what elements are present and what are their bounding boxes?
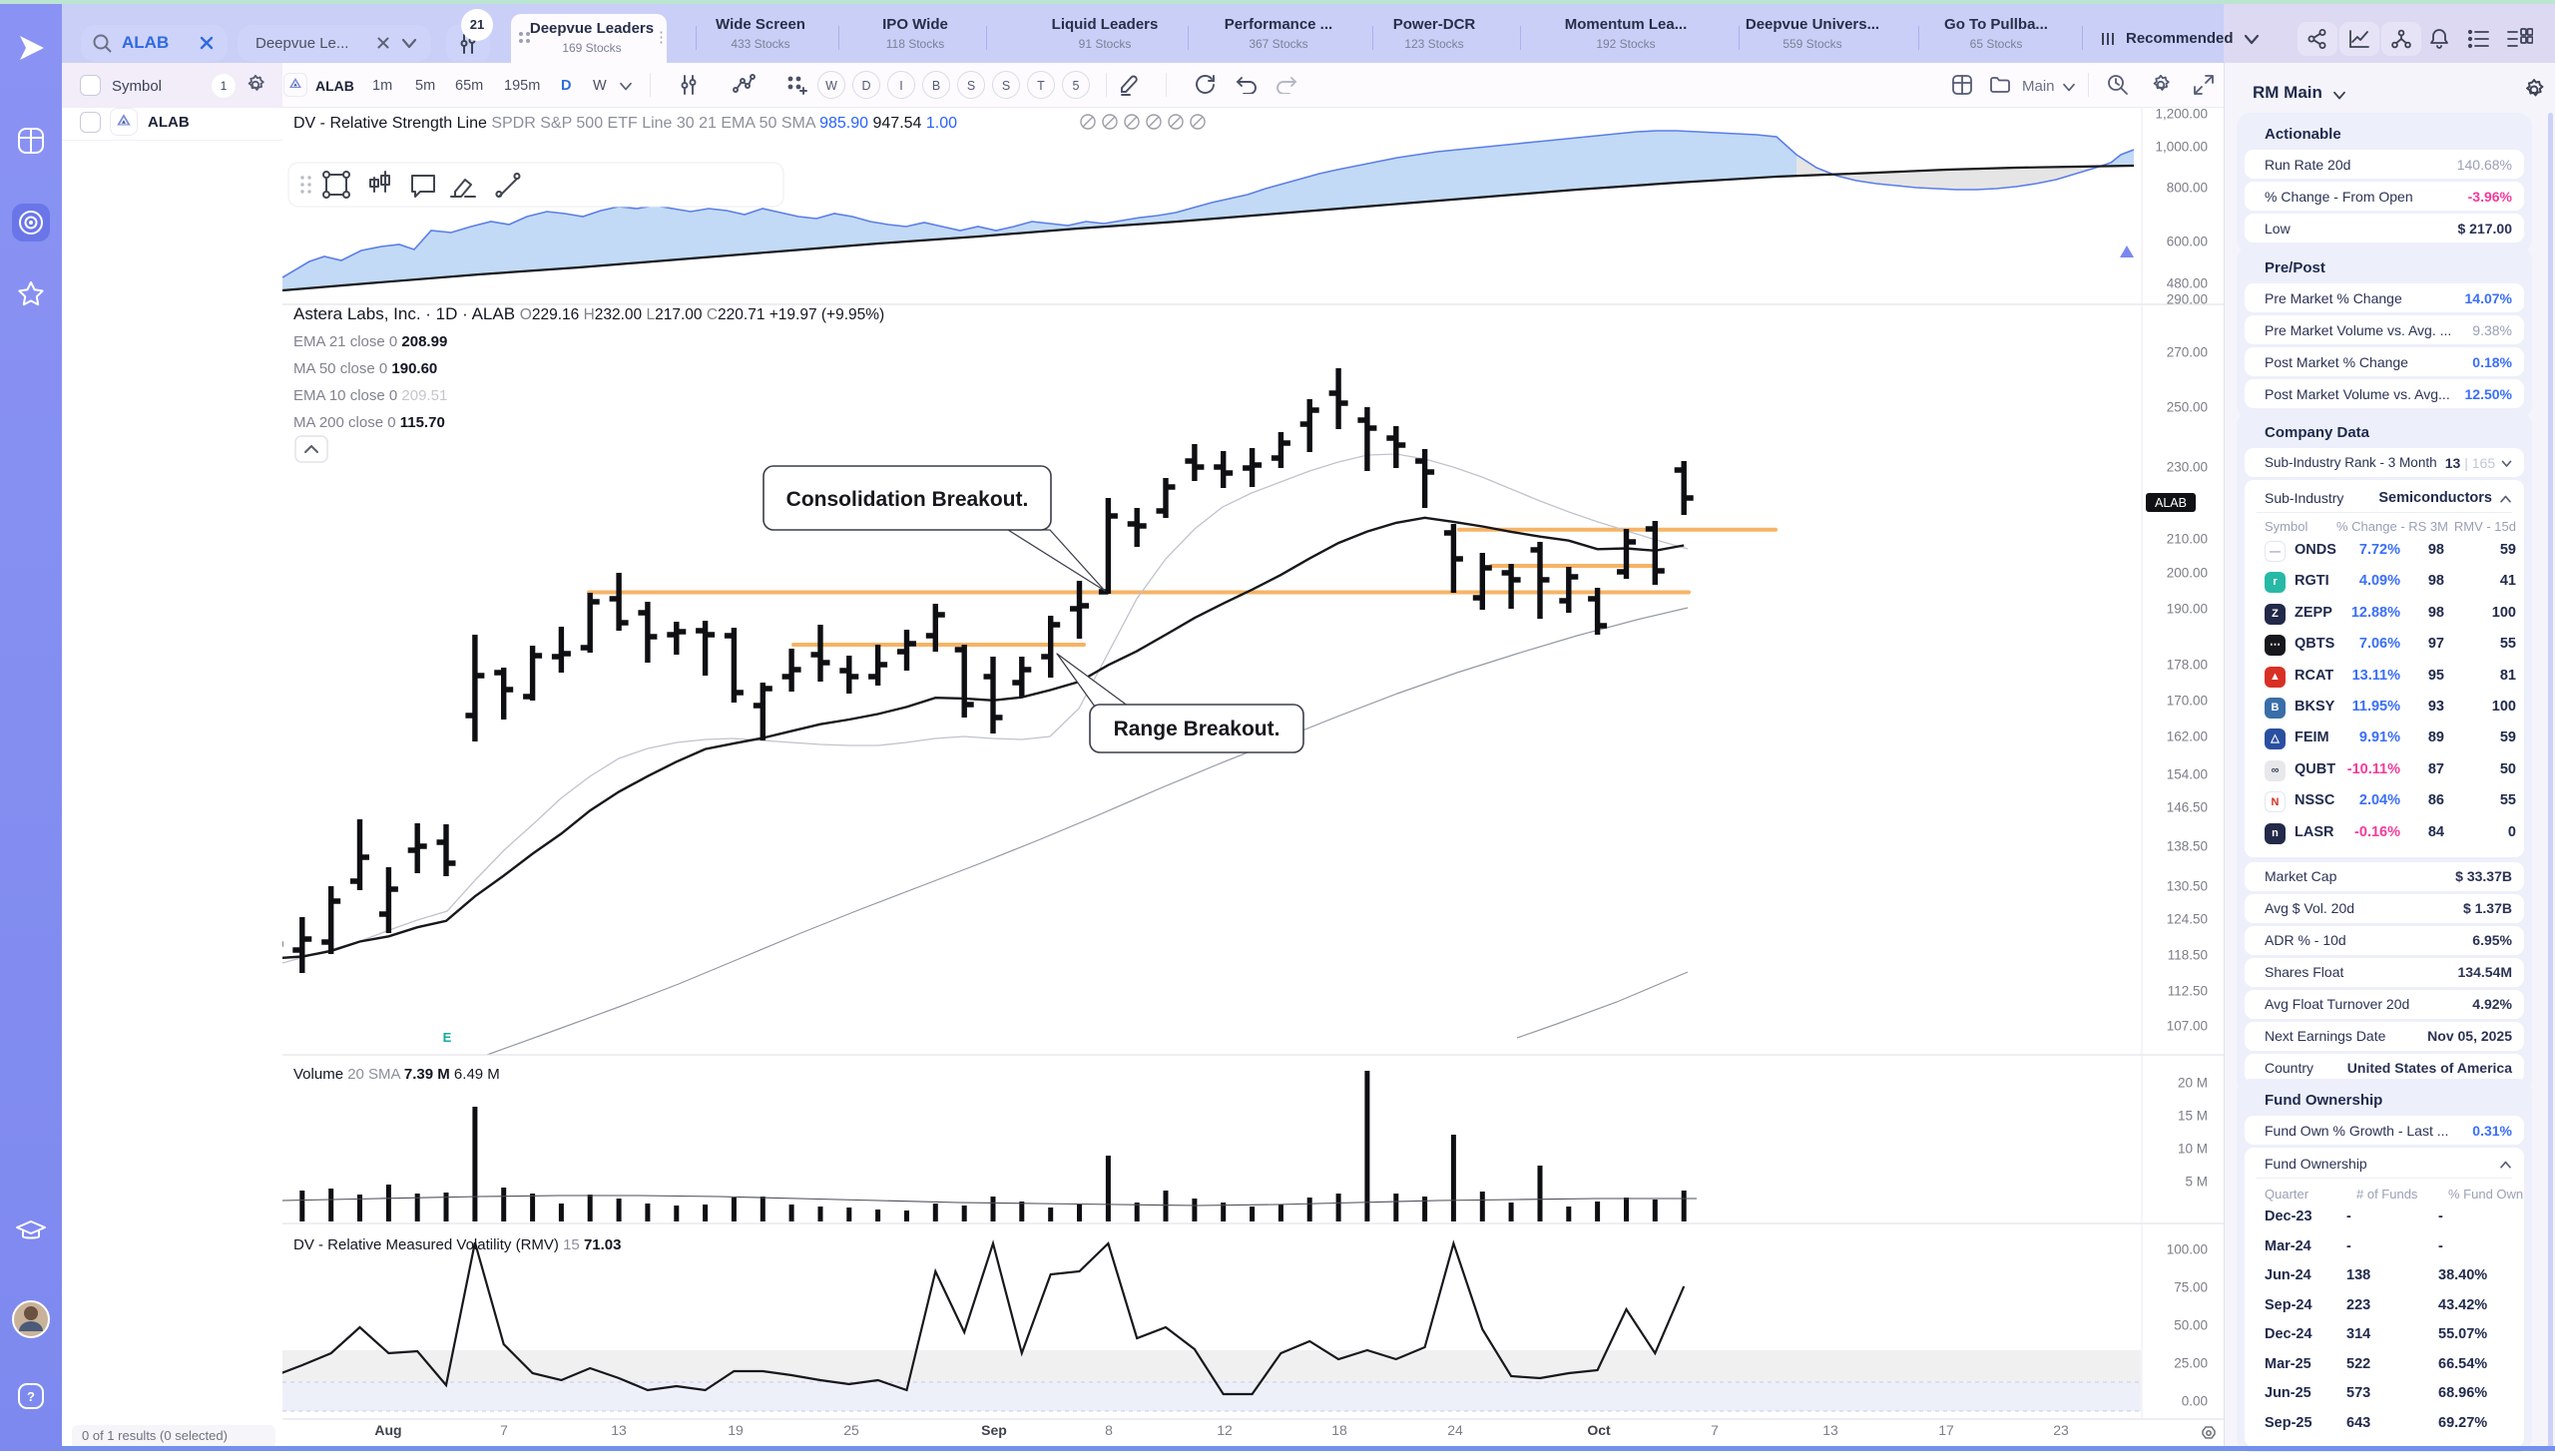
svg-text:146.50: 146.50 [2167,800,2208,815]
svg-text:Oct: Oct [1587,1422,1611,1438]
svg-text:20 M: 20 M [2178,1076,2208,1091]
svg-text:EMA 10 close 0 209.51: EMA 10 close 0 209.51 [293,387,447,404]
svg-text:1,000.00: 1,000.00 [2155,140,2208,155]
svg-text:138.50: 138.50 [2167,839,2208,854]
svg-text:290.00: 290.00 [2167,292,2208,307]
svg-text:25: 25 [843,1422,859,1438]
svg-text:Astera Labs, Inc. · 1D · ALAB: Astera Labs, Inc. · 1D · ALAB O229.16 H2… [293,304,884,323]
svg-text:DV - Relative Strength Line SP: DV - Relative Strength Line SPDR S&P 500… [293,115,957,132]
svg-text:0.00: 0.00 [2182,1394,2208,1409]
svg-text:50.00: 50.00 [2174,1318,2208,1333]
svg-text:130.50: 130.50 [2167,879,2208,894]
svg-text:600.00: 600.00 [2167,235,2208,249]
svg-text:23: 23 [2053,1422,2069,1438]
svg-text:Sep: Sep [981,1422,1007,1438]
svg-text:Aug: Aug [374,1422,401,1438]
svg-text:24: 24 [1447,1422,1463,1438]
svg-text:178.00: 178.00 [2167,658,2208,673]
svg-text:250.00: 250.00 [2167,400,2208,415]
svg-text:190.00: 190.00 [2167,602,2208,617]
svg-text:480.00: 480.00 [2167,276,2208,291]
svg-text:13: 13 [611,1422,627,1438]
svg-text:MA 50 close 0 190.60: MA 50 close 0 190.60 [293,360,437,377]
svg-text:19: 19 [728,1422,744,1438]
svg-text:15 M: 15 M [2178,1109,2208,1124]
svg-text:124.50: 124.50 [2167,912,2208,927]
svg-text:270.00: 270.00 [2167,345,2208,360]
svg-text:MA 200 close 0 115.70: MA 200 close 0 115.70 [293,414,445,431]
svg-text:Consolidation Breakout.: Consolidation Breakout. [786,488,1029,511]
svg-text:12: 12 [1217,1422,1233,1438]
svg-text:112.50: 112.50 [2168,984,2208,999]
svg-text:13: 13 [1822,1422,1838,1438]
svg-text:210.00: 210.00 [2167,532,2208,547]
svg-text:154.00: 154.00 [2167,767,2208,782]
svg-text:Range Breakout.: Range Breakout. [1114,718,1280,740]
svg-text:5 M: 5 M [2185,1175,2208,1190]
svg-text:1,200.00: 1,200.00 [2155,108,2208,122]
svg-text:75.00: 75.00 [2174,1280,2208,1295]
svg-text:EMA 21 close 0 208.99: EMA 21 close 0 208.99 [293,333,447,350]
svg-text:25.00: 25.00 [2174,1356,2208,1371]
svg-text:7: 7 [500,1422,508,1438]
svg-text:10 M: 10 M [2178,1142,2208,1157]
svg-text:107.00: 107.00 [2167,1019,2208,1034]
svg-text:Volume 20 SMA 7.39 M 6.49 M: Volume 20 SMA 7.39 M 6.49 M [293,1066,500,1083]
svg-text:18: 18 [1331,1422,1347,1438]
svg-text:800.00: 800.00 [2167,181,2208,196]
svg-text:?: ? [27,1389,35,1404]
svg-text:118.50: 118.50 [2168,948,2208,963]
svg-text:230.00: 230.00 [2167,460,2208,475]
svg-text:100.00: 100.00 [2167,1242,2208,1257]
svg-text:8: 8 [1105,1422,1113,1438]
svg-text:E: E [443,1030,452,1045]
svg-text:7: 7 [1711,1422,1719,1438]
svg-text:ALAB: ALAB [2155,496,2187,510]
svg-text:DV - Relative Measured Volatil: DV - Relative Measured Volatility (RMV) … [293,1236,622,1253]
svg-text:17: 17 [1938,1422,1954,1438]
svg-text:200.00: 200.00 [2167,566,2208,581]
svg-text:162.00: 162.00 [2167,729,2208,744]
svg-text:170.00: 170.00 [2167,694,2208,709]
